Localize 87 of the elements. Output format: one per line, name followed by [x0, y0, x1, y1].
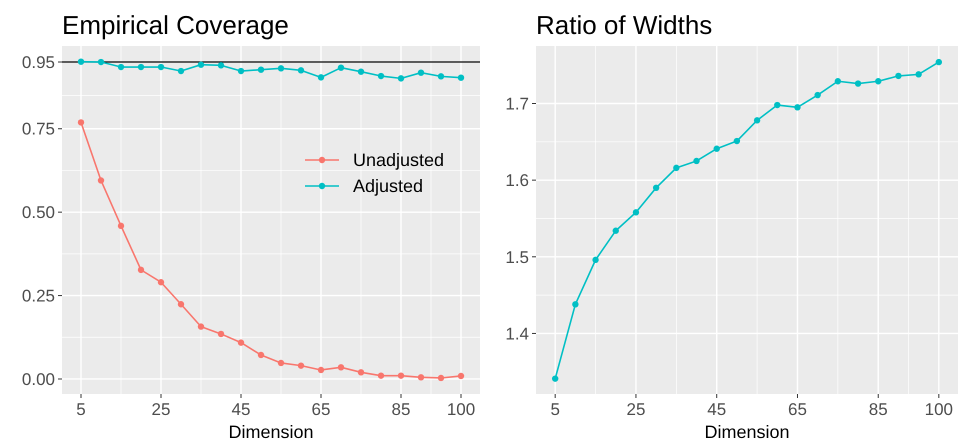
x-tick-label: 85 [868, 400, 888, 419]
point [438, 73, 444, 80]
point [118, 222, 124, 230]
point [258, 66, 264, 73]
chart-title: Ratio of Widths [536, 10, 712, 40]
point [218, 62, 224, 69]
point [358, 369, 364, 376]
point [78, 58, 84, 65]
point [458, 74, 464, 81]
point [632, 209, 640, 216]
point [734, 138, 740, 144]
x-tick-label: 25 [626, 400, 646, 419]
point [915, 71, 922, 78]
y-tick-label: 1.4 [505, 324, 529, 344]
y-tick-label: 0.50 [22, 203, 55, 222]
y-tick-label: 1.7 [505, 94, 529, 114]
point [238, 339, 244, 346]
y-tick-label: 0.00 [22, 370, 55, 389]
point [318, 74, 324, 81]
x-tick-label: 65 [788, 400, 807, 419]
point [673, 164, 680, 172]
x-tick-label: 85 [392, 400, 410, 419]
point [278, 360, 284, 366]
point [338, 364, 344, 371]
point [218, 330, 224, 338]
point [774, 102, 780, 108]
point [178, 301, 184, 308]
point [895, 72, 902, 80]
point [298, 67, 304, 74]
point [438, 374, 444, 382]
point [318, 366, 324, 374]
point [814, 92, 821, 98]
point [338, 64, 344, 71]
legend-label: Adjusted [353, 176, 424, 196]
point [178, 68, 184, 74]
point [378, 372, 384, 379]
point [238, 68, 244, 74]
x-tick-label: 5 [76, 400, 86, 419]
point [572, 301, 579, 308]
point [398, 75, 404, 82]
point [118, 64, 124, 70]
x-tick-label: 65 [312, 400, 330, 419]
point [98, 177, 104, 184]
point [458, 372, 464, 380]
point [834, 78, 842, 84]
point [854, 80, 862, 87]
point [278, 65, 284, 72]
point [358, 68, 364, 75]
point [592, 256, 599, 264]
point [298, 362, 304, 369]
point [714, 146, 720, 152]
x-tick-label: 45 [232, 400, 250, 419]
point [78, 119, 84, 126]
point [258, 352, 264, 358]
point [936, 58, 942, 66]
point [875, 78, 882, 84]
point [198, 323, 204, 330]
point [612, 228, 619, 234]
legend-label: Unadjusted [353, 150, 444, 170]
point [552, 375, 558, 382]
y-tick-label: 0.75 [22, 120, 55, 139]
point [138, 266, 144, 274]
y-tick-label: 0.95 [22, 53, 55, 72]
point [198, 61, 204, 68]
point [378, 72, 384, 80]
y-tick-label: 0.25 [22, 286, 55, 306]
point [98, 58, 104, 66]
x-tick-label: 100 [446, 400, 476, 419]
point [398, 372, 404, 379]
x-tick-label: 5 [550, 400, 560, 419]
x-tick-label: 100 [924, 400, 954, 419]
point [138, 64, 144, 70]
point [158, 64, 164, 70]
x-axis-title: Dimension [228, 422, 314, 442]
x-tick-label: 45 [707, 400, 726, 419]
x-tick-label: 25 [152, 400, 170, 419]
x-axis-title: Dimension [704, 422, 790, 442]
point [693, 158, 700, 164]
y-tick-label: 1.6 [505, 171, 529, 190]
y-tick-label: 1.5 [505, 248, 529, 267]
point [418, 69, 424, 76]
point [794, 104, 801, 111]
point [418, 374, 424, 381]
point [754, 117, 760, 124]
chart-title: Empirical Coverage [62, 10, 289, 40]
point [158, 279, 164, 286]
point [652, 184, 660, 192]
